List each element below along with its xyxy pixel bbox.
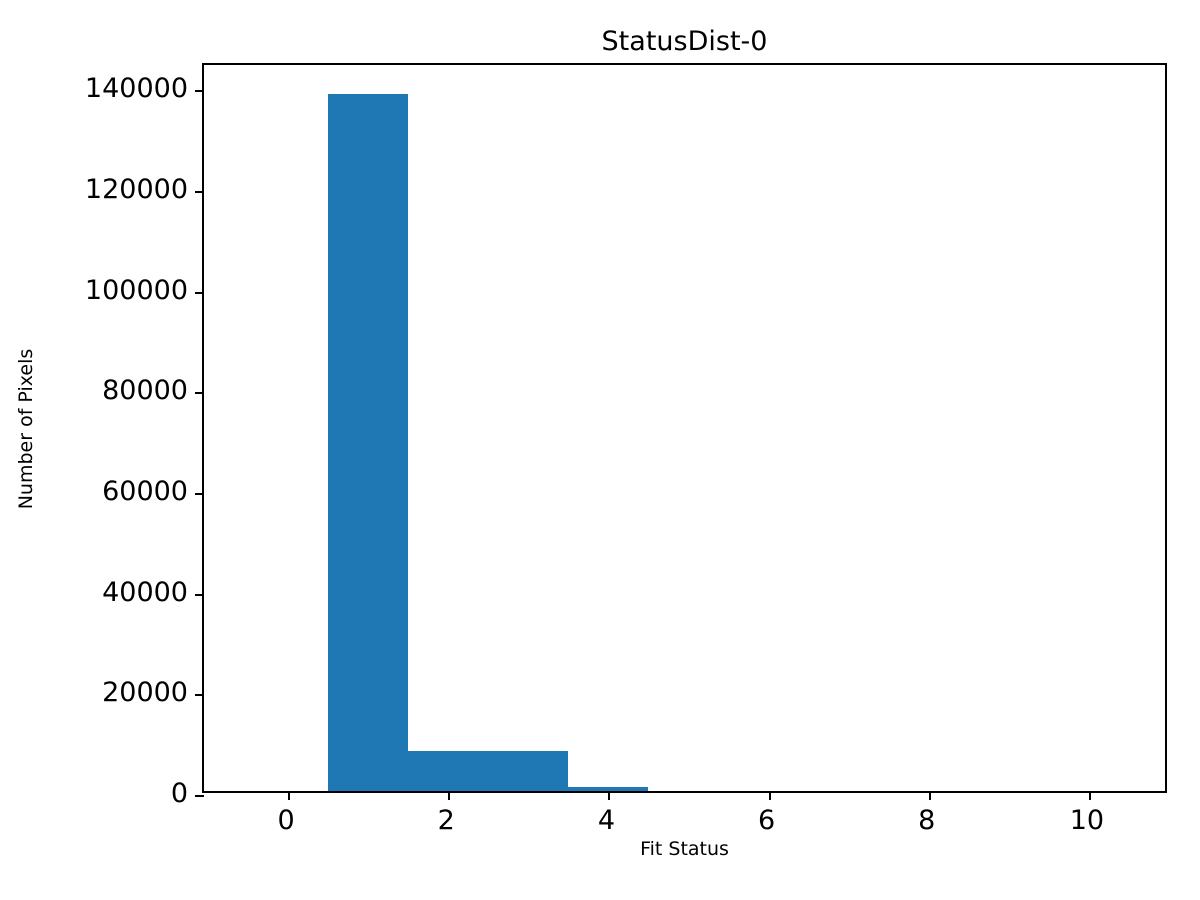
histogram-bar <box>328 94 409 791</box>
y-axis-tick <box>195 795 204 797</box>
y-axis-tick <box>195 90 204 93</box>
y-axis-tick-label: 60000 <box>102 475 188 507</box>
y-axis-tick-label: 40000 <box>102 576 188 608</box>
y-axis-tick <box>195 392 204 395</box>
y-axis-tick <box>195 694 204 697</box>
histogram-bar <box>568 786 649 791</box>
plot-axes <box>195 63 1167 800</box>
x-axis-tick <box>1088 791 1091 800</box>
y-axis-tick-label: 140000 <box>84 73 188 105</box>
x-axis-tick <box>608 791 611 800</box>
x-axis-tick-label: 6 <box>757 805 776 836</box>
y-axis-tick-label: 100000 <box>84 274 188 306</box>
y-axis-tick-label: 80000 <box>102 375 188 407</box>
y-axis-tick-label: 0 <box>170 778 188 809</box>
x-axis-tick <box>448 791 451 800</box>
y-axis-tick <box>195 291 204 294</box>
x-axis-tick <box>768 791 771 800</box>
x-axis-tick-label: 8 <box>918 805 936 836</box>
y-axis-label: Number of Pixels <box>15 348 37 510</box>
y-axis-tick <box>195 492 204 495</box>
x-axis-tick <box>288 791 291 800</box>
y-axis-tick-label: 120000 <box>84 173 188 205</box>
y-axis-tick <box>195 593 204 596</box>
x-axis-tick-label: 4 <box>597 805 615 836</box>
y-axis-tick-label: 20000 <box>102 677 188 709</box>
x-axis-tick <box>928 791 931 800</box>
chart-title: StatusDist-0 <box>601 26 768 57</box>
y-axis-tick <box>195 190 204 193</box>
x-axis-tick-label: 0 <box>277 805 295 836</box>
x-axis-label: Fit Status <box>640 838 729 860</box>
x-axis-tick-label: 10 <box>1069 805 1105 836</box>
histogram-bar <box>408 751 569 791</box>
x-axis-tick-label: 2 <box>437 805 455 836</box>
histogram-bars <box>204 65 1165 791</box>
